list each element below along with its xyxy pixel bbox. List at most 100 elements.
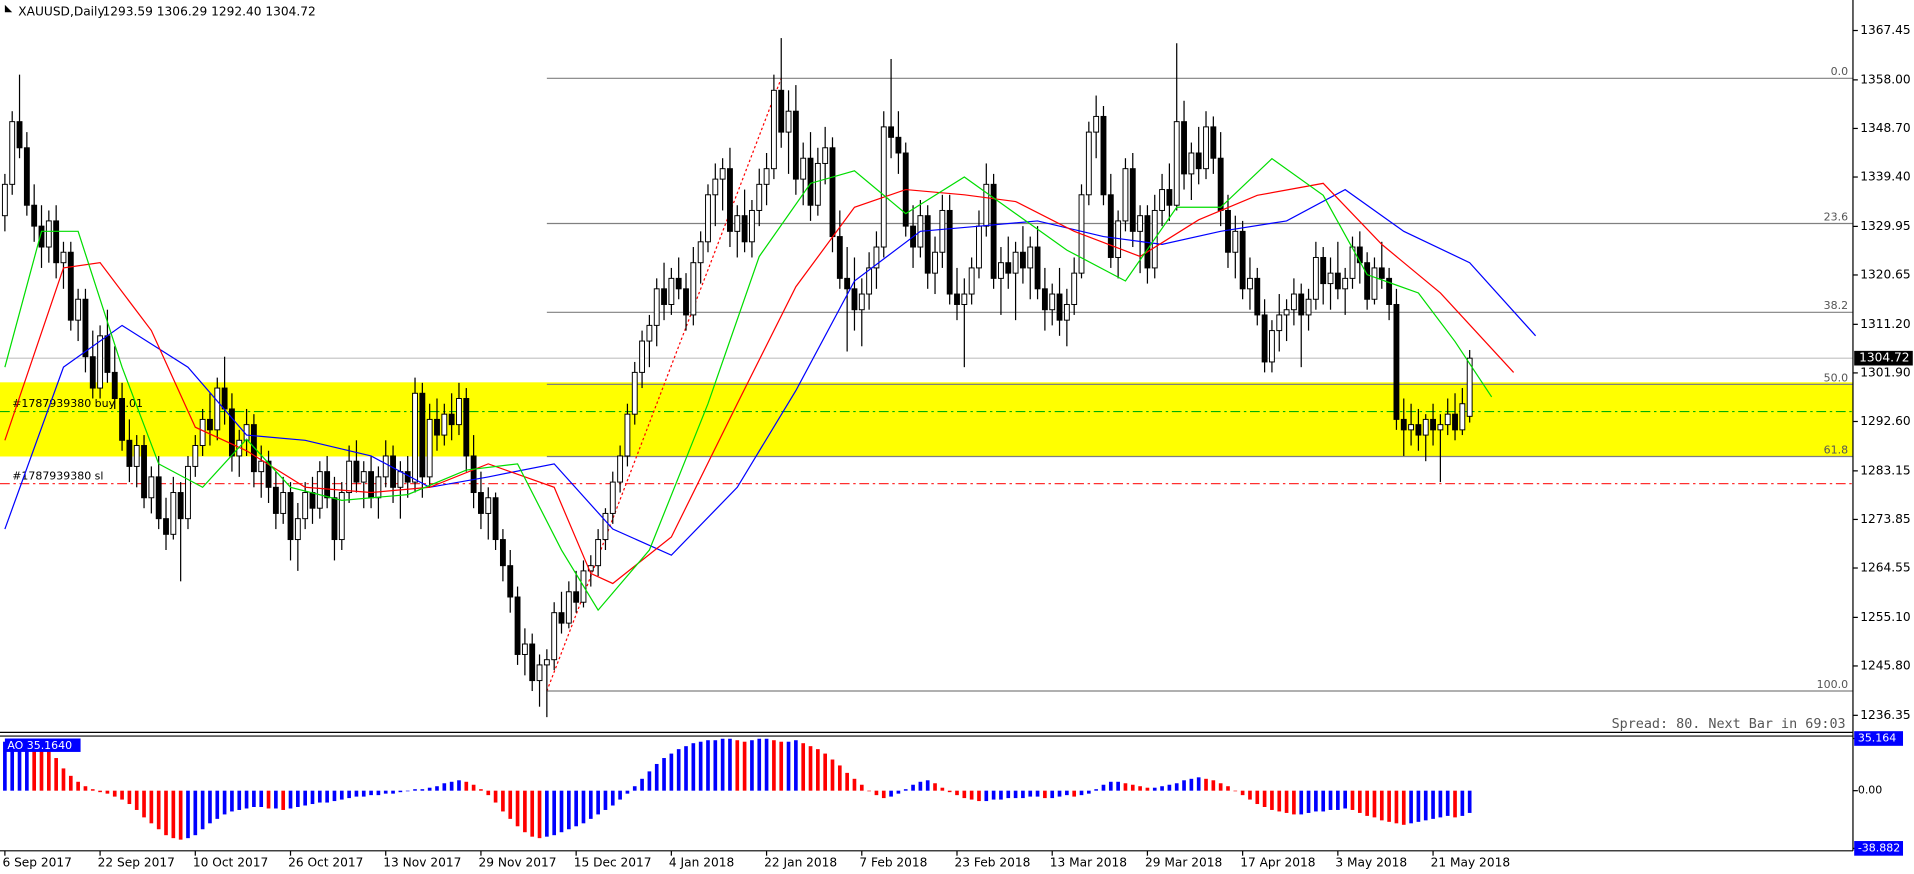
candle-body [1085,131,1092,196]
indicator-bar [134,790,139,810]
candle-body [199,418,206,447]
indicator-bar [940,787,945,791]
indicator-bar [1379,790,1384,821]
indicator-bar [347,790,351,799]
indicator-bar [68,775,73,791]
candle-body [946,209,953,295]
y-tick-label: 1358.00 [1860,72,1910,86]
indicator-bar [588,790,593,819]
indicator-bar [1057,790,1062,797]
indicator-bar [1116,781,1120,791]
candle-body [1452,413,1458,431]
indicator-bar [808,746,813,791]
x-tick-label: 23 Feb 2018 [955,856,1031,870]
indicator-bar [1431,790,1435,819]
candle-body [170,492,177,535]
candle-body [53,220,60,264]
indicator-bar [274,790,278,809]
candle-body [514,596,521,655]
indicator-bar [1306,790,1311,813]
indicator-bar [662,758,666,791]
indicator-bar [1343,790,1348,809]
candle-body [1063,303,1070,321]
indicator-bar [1013,790,1018,799]
indicator-bar [281,790,286,810]
indicator-tick-box [1854,731,1904,746]
candle-body [1393,303,1400,420]
y-tick-label: 1255.10 [1860,610,1910,624]
indicator-bar [164,790,168,836]
candle-body [214,387,221,431]
indicator-bar [244,790,249,809]
indicator-bar [925,780,930,791]
candle-body [858,293,865,311]
indicator-bar [566,790,571,830]
indicator-bar [845,772,849,791]
indicator-bar [530,790,535,837]
indicator-bar [889,790,893,797]
plot-area: 0.0 23.6 38.2 50.0 61.8 100.0 #1787939380 buy … [0,38,1853,718]
indicator-bar [867,790,871,792]
candle-body [1327,272,1334,285]
indicator-bar [684,746,688,791]
indicator-bar [1467,790,1472,813]
candle-body [1,183,8,217]
candle-body [748,209,755,243]
candle-body [1269,330,1275,363]
indicator-bar [296,790,300,807]
candle-body [1422,418,1429,436]
indicator-bar [493,790,498,803]
candle-body [155,476,162,520]
candle-body [631,371,638,415]
candle-body [822,147,829,164]
indicator-bar [325,790,329,803]
candle-body [470,455,477,494]
indicator-bar [1336,790,1340,810]
indicator-bar [933,783,937,791]
x-tick-label: 22 Sep 2017 [98,856,175,870]
candle-body [287,492,294,541]
indicator-bar [706,740,710,791]
indicator-bar [1130,784,1135,791]
candle-body [1225,209,1231,253]
x-tick-label: 26 Oct 2017 [288,856,363,870]
candle-body [741,215,748,243]
candle-body [397,471,404,488]
y-tick-label: 1273.85 [1860,512,1910,526]
indicator-bar [457,780,461,791]
candle-body [1254,277,1261,316]
x-tick-label: 13 Nov 2017 [383,856,461,870]
indicator-bar [1204,778,1208,791]
indicator-bar [1218,783,1223,791]
indicator-bar [1065,790,1069,796]
indicator-bar [288,790,293,809]
indicator-bar [1021,790,1025,799]
candle-body [1371,267,1378,300]
status-text: Spread: 80. Next Bar in 69:03 [1612,717,1846,732]
candle-body [734,215,741,232]
ohlc-label: 1293.59 1306.29 1292.40 1304.72 [103,5,316,19]
candle-body [690,262,697,316]
y-tick-label: 1329.95 [1860,219,1910,233]
x-tick-label: 10 Oct 2017 [193,856,268,870]
indicator-bar [32,740,37,791]
indicator-tick-box [1854,841,1904,856]
indicator-label-box [4,738,81,752]
candle-body [675,277,682,290]
y-tick-label: 1311.20 [1860,317,1910,331]
fib-level-label: 50.0 [1824,371,1848,384]
indicator-bar [801,743,806,791]
candle-body [866,267,873,295]
candle-body [1408,424,1415,431]
candle-body [1232,230,1239,253]
candle-body [38,225,45,248]
candle-body [1100,115,1107,196]
indicator-bar [515,790,520,827]
candle-body [624,413,631,457]
indicator-bar [1460,790,1465,816]
indicator-bar [1087,790,1091,794]
candle-body [602,512,609,541]
candle-body [1019,251,1026,269]
candle-body [1364,262,1371,300]
indicator-bar [1211,780,1216,791]
